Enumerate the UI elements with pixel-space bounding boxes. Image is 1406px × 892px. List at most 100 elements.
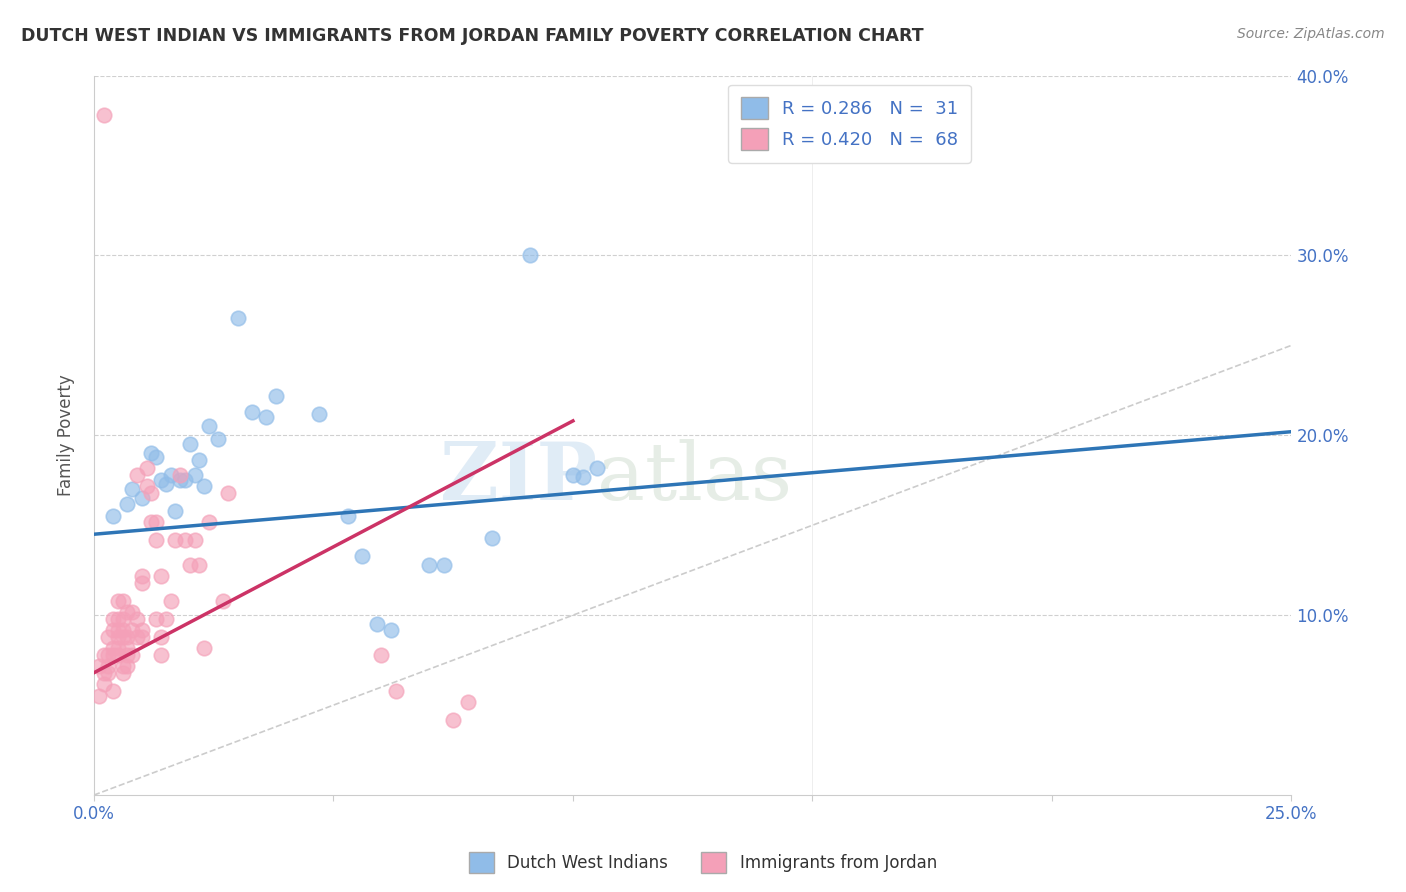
Point	[193, 640, 215, 655]
Point	[111, 665, 134, 680]
Point	[380, 623, 402, 637]
Point	[121, 623, 143, 637]
Point	[101, 509, 124, 524]
Text: ZIP: ZIP	[440, 440, 598, 517]
Point	[457, 694, 479, 708]
Point	[169, 473, 191, 487]
Point	[433, 558, 456, 572]
Point	[150, 568, 173, 582]
Point	[93, 108, 115, 122]
Point	[117, 658, 139, 673]
Point	[101, 648, 124, 662]
Point	[240, 405, 263, 419]
Point	[93, 665, 115, 680]
Point	[441, 713, 464, 727]
Point	[87, 689, 110, 703]
Point	[107, 594, 129, 608]
Point	[111, 658, 134, 673]
Point	[141, 446, 163, 460]
Point	[97, 648, 120, 662]
Point	[174, 473, 197, 487]
Point	[117, 640, 139, 655]
Point	[174, 533, 197, 547]
Text: DUTCH WEST INDIAN VS IMMIGRANTS FROM JORDAN FAMILY POVERTY CORRELATION CHART: DUTCH WEST INDIAN VS IMMIGRANTS FROM JOR…	[21, 27, 924, 45]
Point	[107, 648, 129, 662]
Point	[131, 575, 153, 590]
Point	[198, 419, 221, 434]
Point	[107, 640, 129, 655]
Point	[207, 432, 229, 446]
Point	[308, 407, 330, 421]
Point	[264, 389, 287, 403]
Point	[101, 683, 124, 698]
Point	[131, 568, 153, 582]
Point	[87, 658, 110, 673]
Point	[141, 486, 163, 500]
Point	[193, 478, 215, 492]
Point	[97, 630, 120, 644]
Point	[198, 515, 221, 529]
Point	[155, 476, 177, 491]
Point	[125, 612, 148, 626]
Point	[179, 437, 201, 451]
Point	[217, 486, 239, 500]
Point	[179, 558, 201, 572]
Point	[366, 617, 388, 632]
Text: atlas: atlas	[598, 440, 792, 517]
Point	[145, 612, 167, 626]
Point	[188, 558, 211, 572]
Point	[107, 612, 129, 626]
Point	[111, 623, 134, 637]
Point	[418, 558, 440, 572]
Point	[561, 467, 583, 482]
Point	[121, 648, 143, 662]
Point	[117, 605, 139, 619]
Point	[111, 612, 134, 626]
Point	[481, 531, 503, 545]
Point	[125, 630, 148, 644]
Point	[131, 630, 153, 644]
Point	[254, 410, 277, 425]
Point	[336, 509, 359, 524]
Point	[145, 450, 167, 464]
Point	[159, 467, 181, 482]
Point	[131, 623, 153, 637]
Point	[121, 482, 143, 496]
Point	[571, 469, 593, 483]
Text: Source: ZipAtlas.com: Source: ZipAtlas.com	[1237, 27, 1385, 41]
Point	[107, 623, 129, 637]
Point	[352, 549, 374, 563]
Point	[97, 665, 120, 680]
Legend: Dutch West Indians, Immigrants from Jordan: Dutch West Indians, Immigrants from Jord…	[463, 846, 943, 880]
Point	[212, 594, 235, 608]
Point	[169, 467, 191, 482]
Point	[150, 648, 173, 662]
Point	[107, 630, 129, 644]
Point	[93, 648, 115, 662]
Point	[155, 612, 177, 626]
Point	[117, 648, 139, 662]
Point	[586, 460, 609, 475]
Point	[121, 605, 143, 619]
Y-axis label: Family Poverty: Family Poverty	[58, 375, 75, 496]
Point	[111, 594, 134, 608]
Point	[150, 473, 173, 487]
Point	[226, 311, 249, 326]
Point	[145, 515, 167, 529]
Legend: R = 0.286   N =  31, R = 0.420   N =  68: R = 0.286 N = 31, R = 0.420 N = 68	[728, 85, 972, 163]
Point	[188, 453, 211, 467]
Point	[125, 467, 148, 482]
Point	[111, 630, 134, 644]
Point	[131, 491, 153, 506]
Point	[101, 612, 124, 626]
Point	[370, 648, 392, 662]
Point	[101, 623, 124, 637]
Point	[145, 533, 167, 547]
Point	[97, 658, 120, 673]
Point	[165, 504, 187, 518]
Point	[135, 460, 157, 475]
Point	[93, 676, 115, 690]
Point	[150, 630, 173, 644]
Point	[519, 248, 541, 262]
Point	[135, 478, 157, 492]
